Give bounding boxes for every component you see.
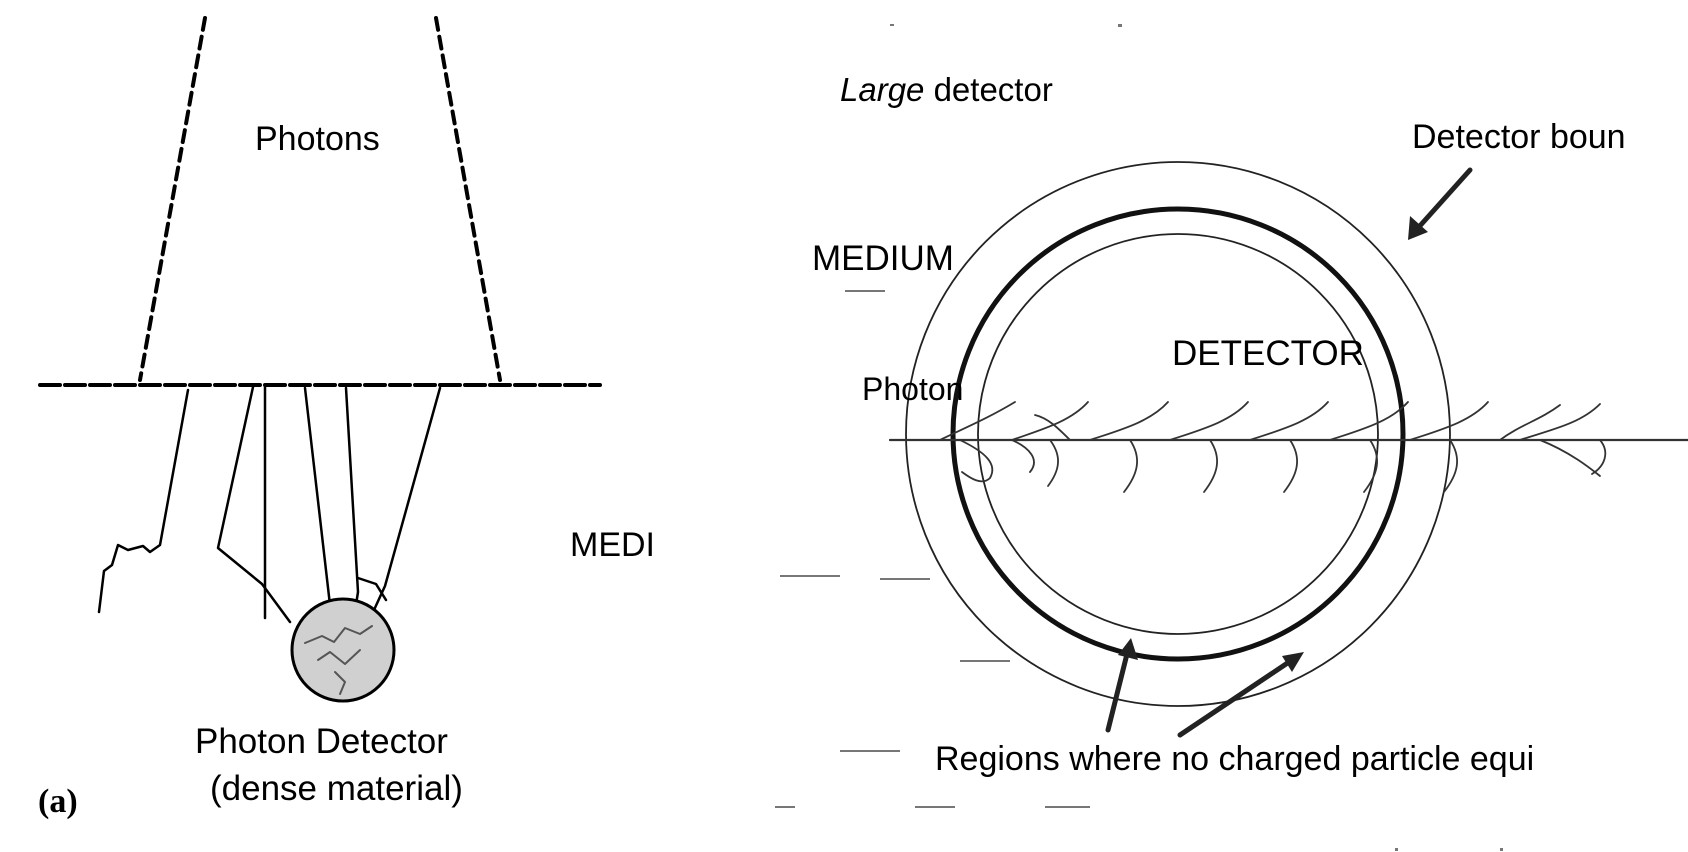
regions-label: Regions where no charged particle equi — [935, 740, 1534, 778]
photons-label: Photons — [255, 120, 380, 158]
detector-label: DETECTOR — [1172, 334, 1364, 373]
medium-label-left: MEDI — [570, 526, 655, 564]
detector-internal-track — [304, 625, 373, 644]
dense-material-label: (dense material) — [210, 769, 463, 808]
arrow-region-inner — [1177, 652, 1304, 738]
detector-boundary-circle — [950, 206, 1406, 662]
right-panel-labels: Large detector Detector boun MEDIUM DETE… — [812, 71, 1626, 778]
panel-letter-a: (a) — [38, 783, 78, 820]
detector-internal-track — [334, 671, 346, 695]
left-panel — [38, 16, 602, 703]
electron-track — [356, 576, 388, 602]
detector-boundary-label: Detector boun — [1412, 118, 1626, 156]
right-panel — [888, 161, 1688, 738]
medium-label-right: MEDIUM — [812, 239, 954, 278]
photon-detector-sphere — [290, 597, 396, 703]
large-detector-rest: detector — [924, 71, 1052, 108]
photon-electron-tracks — [939, 401, 1607, 493]
beam-left-edge — [138, 16, 207, 382]
photon-label: Photon — [862, 371, 963, 407]
detector-internal-track — [317, 649, 361, 665]
scan-marks — [775, 24, 1503, 851]
large-detector-label: Large detector — [840, 71, 1053, 108]
inner-region-circle — [977, 233, 1379, 635]
electron-track — [97, 388, 190, 614]
electron-track — [358, 386, 442, 624]
electron-track — [216, 385, 292, 624]
beam-right-edge — [434, 16, 502, 382]
arrow-region-outer — [1105, 638, 1138, 733]
splice-mask — [670, 0, 760, 852]
outer-region-circle — [905, 161, 1451, 707]
left-panel-labels: Photons MEDI Photon Detector (dense mate… — [38, 120, 655, 820]
large-detector-italic: Large — [840, 71, 924, 108]
photon-detector-label: Photon Detector — [195, 722, 448, 761]
arrow-detector-boundary — [1408, 167, 1473, 240]
